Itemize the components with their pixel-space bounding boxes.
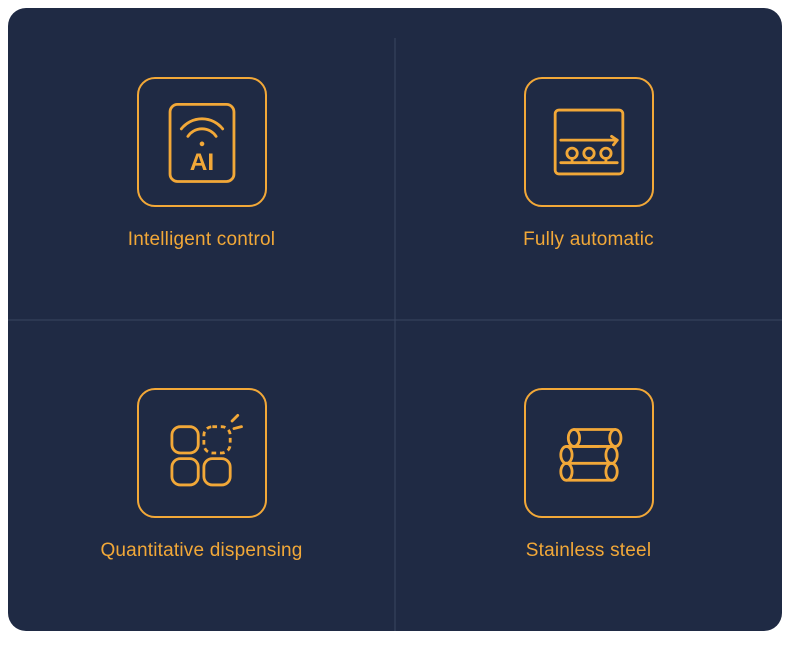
feature-cell-quantitative-dispensing: Quantitative dispensing (8, 320, 395, 632)
portion-grid-icon (155, 406, 249, 500)
ai-wifi-icon: AI (155, 95, 249, 189)
feature-card: AI Intelligent control (8, 8, 782, 631)
feature-label: Fully automatic (523, 229, 654, 251)
icon-box (137, 388, 267, 518)
icon-box: AI (137, 77, 267, 207)
icon-box (524, 77, 654, 207)
feature-label: Intelligent control (128, 229, 275, 251)
steel-tubes-icon (542, 406, 636, 500)
svg-text:AI: AI (189, 149, 213, 176)
feature-cell-intelligent-control: AI Intelligent control (8, 8, 395, 320)
feature-cell-stainless-steel: Stainless steel (395, 320, 782, 632)
feature-cell-fully-automatic: Fully automatic (395, 8, 782, 320)
icon-box (524, 388, 654, 518)
feature-grid: AI Intelligent control (8, 8, 782, 631)
feature-label: Stainless steel (526, 540, 652, 562)
conveyor-dots-icon (542, 95, 636, 189)
feature-label: Quantitative dispensing (100, 540, 302, 562)
